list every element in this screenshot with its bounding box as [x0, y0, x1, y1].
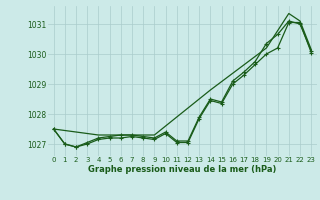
- X-axis label: Graphe pression niveau de la mer (hPa): Graphe pression niveau de la mer (hPa): [88, 165, 276, 174]
